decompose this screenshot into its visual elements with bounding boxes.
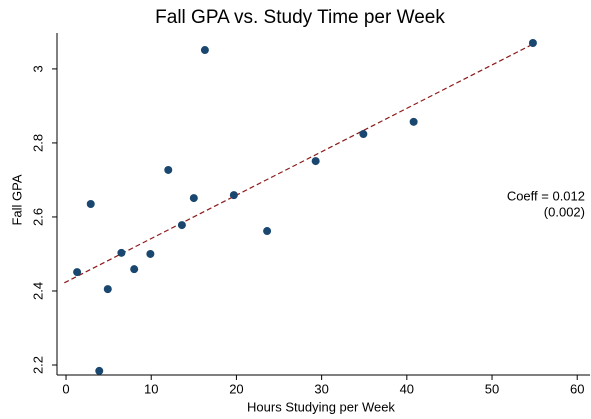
point	[200, 46, 209, 55]
annotation: Coeff = 0.012	[507, 188, 585, 203]
point	[263, 227, 272, 236]
point	[229, 191, 238, 200]
point	[359, 130, 368, 139]
point	[528, 38, 537, 47]
y-tick-label: 3	[30, 65, 45, 72]
point	[409, 117, 418, 126]
point	[311, 157, 320, 166]
x-tick-label: 50	[485, 381, 499, 396]
point	[189, 194, 198, 203]
annotation: (0.002)	[544, 204, 585, 219]
y-tick-label: 2.8	[30, 134, 45, 152]
x-tick-label: 0	[62, 381, 69, 396]
x-tick-label: 10	[144, 381, 158, 396]
point	[103, 285, 112, 294]
y-axis-title: Fall GPA	[9, 174, 24, 225]
x-tick-label: 40	[400, 381, 414, 396]
point	[86, 200, 95, 208]
x-axis-title: Hours Studying per Week	[247, 399, 395, 414]
y-tick-label: 2.6	[30, 208, 45, 226]
x-tick-label: 30	[314, 381, 328, 396]
point	[73, 268, 82, 277]
chart-title: Fall GPA vs. Study Time per Week	[155, 7, 445, 28]
point	[146, 249, 155, 258]
y-tick-label: 2.4	[30, 282, 45, 300]
x-tick-label: 20	[229, 381, 243, 396]
point	[130, 265, 139, 274]
point	[177, 221, 186, 230]
point	[95, 366, 104, 375]
point	[117, 248, 126, 257]
x-tick-label: 60	[570, 381, 584, 396]
point	[164, 165, 173, 174]
y-tick-label: 2.2	[30, 356, 45, 374]
